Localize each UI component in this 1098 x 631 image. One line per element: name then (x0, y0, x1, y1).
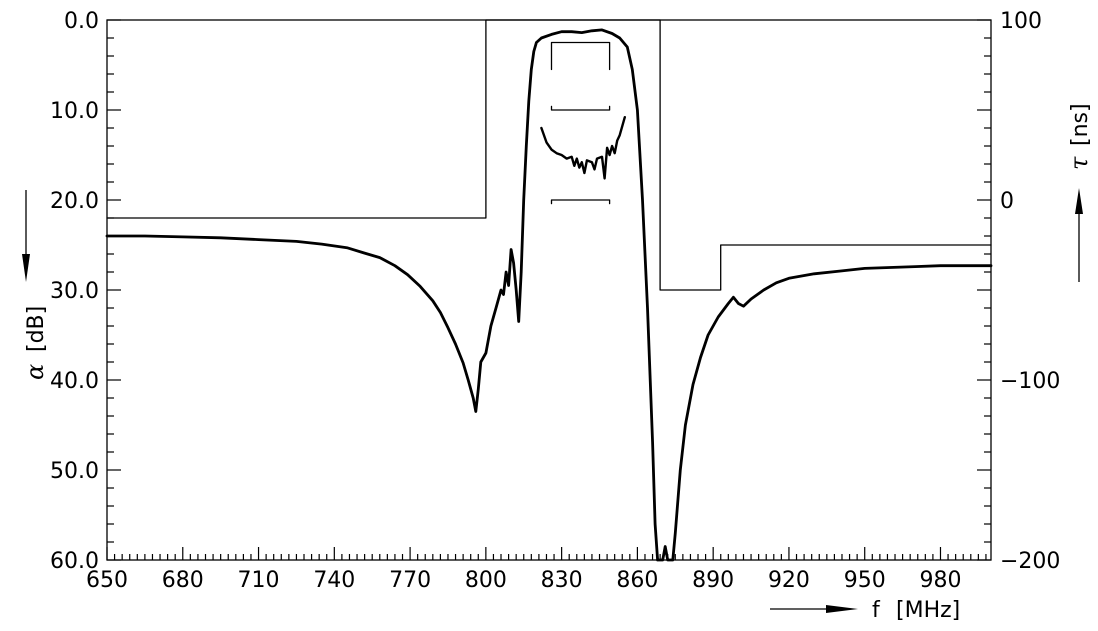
x-tick-label: 680 (162, 568, 204, 593)
x-axis-symbol: f (872, 598, 881, 623)
right-tick-label: −100 (1000, 369, 1060, 394)
x-tick-label: 800 (465, 568, 507, 593)
x-tick-label: 710 (238, 568, 280, 593)
x-tick-label: 770 (389, 568, 431, 593)
tick-labels: 650 680 710 740 770 800 830 860 890 920 950 980 0.0 1… (50, 9, 1060, 593)
x-axis-arrow (770, 605, 858, 613)
x-tick-label: 650 (86, 568, 128, 593)
right-tick-label: 100 (1000, 9, 1042, 34)
x-axis-label: [MHz] (896, 598, 960, 623)
group-delay-upper-limit-curve (550, 105, 611, 111)
axis-ticks (106, 19, 991, 561)
data-curves (105, 19, 993, 562)
right-tick-label: −200 (1000, 549, 1060, 574)
x-tick-label: 920 (768, 568, 810, 593)
passband-attenuation-limit-curve (550, 41, 611, 71)
plot-frame (106, 19, 992, 561)
left-axis-title: α [dB] (21, 306, 49, 380)
group-delay-lower-limit-curve (550, 199, 611, 205)
x-tick-label: 860 (616, 568, 658, 593)
left-tick-label: 20.0 (50, 189, 99, 214)
x-tick-label: 740 (313, 568, 355, 593)
left-tick-label: 40.0 (50, 369, 99, 394)
left-tick-label: 30.0 (50, 279, 99, 304)
right-tick-label: 0 (1000, 189, 1014, 214)
left-tick-label: 60.0 (50, 549, 99, 574)
attenuation-curve (105, 28, 993, 562)
x-tick-label: 950 (844, 568, 886, 593)
left-axis-label: [dB] (24, 306, 49, 352)
x-tick-label: 980 (919, 568, 961, 593)
right-axis-arrow (1075, 188, 1083, 282)
right-axis-label: [ns] (1068, 103, 1093, 146)
right-axis-symbol: τ (1065, 156, 1093, 170)
left-axis-arrow (22, 190, 30, 282)
x-tick-label: 830 (541, 568, 583, 593)
left-tick-label: 10.0 (50, 99, 99, 124)
left-tick-label: 0.0 (64, 9, 99, 34)
left-tick-label: 50.0 (50, 459, 99, 484)
x-tick-label: 890 (692, 568, 734, 593)
right-axis-title: τ [ns] (1065, 103, 1093, 170)
passband-group-delay-curve (540, 116, 626, 180)
attenuation-tolerance-mask-curve (106, 19, 992, 291)
left-axis-symbol: α (21, 364, 49, 380)
